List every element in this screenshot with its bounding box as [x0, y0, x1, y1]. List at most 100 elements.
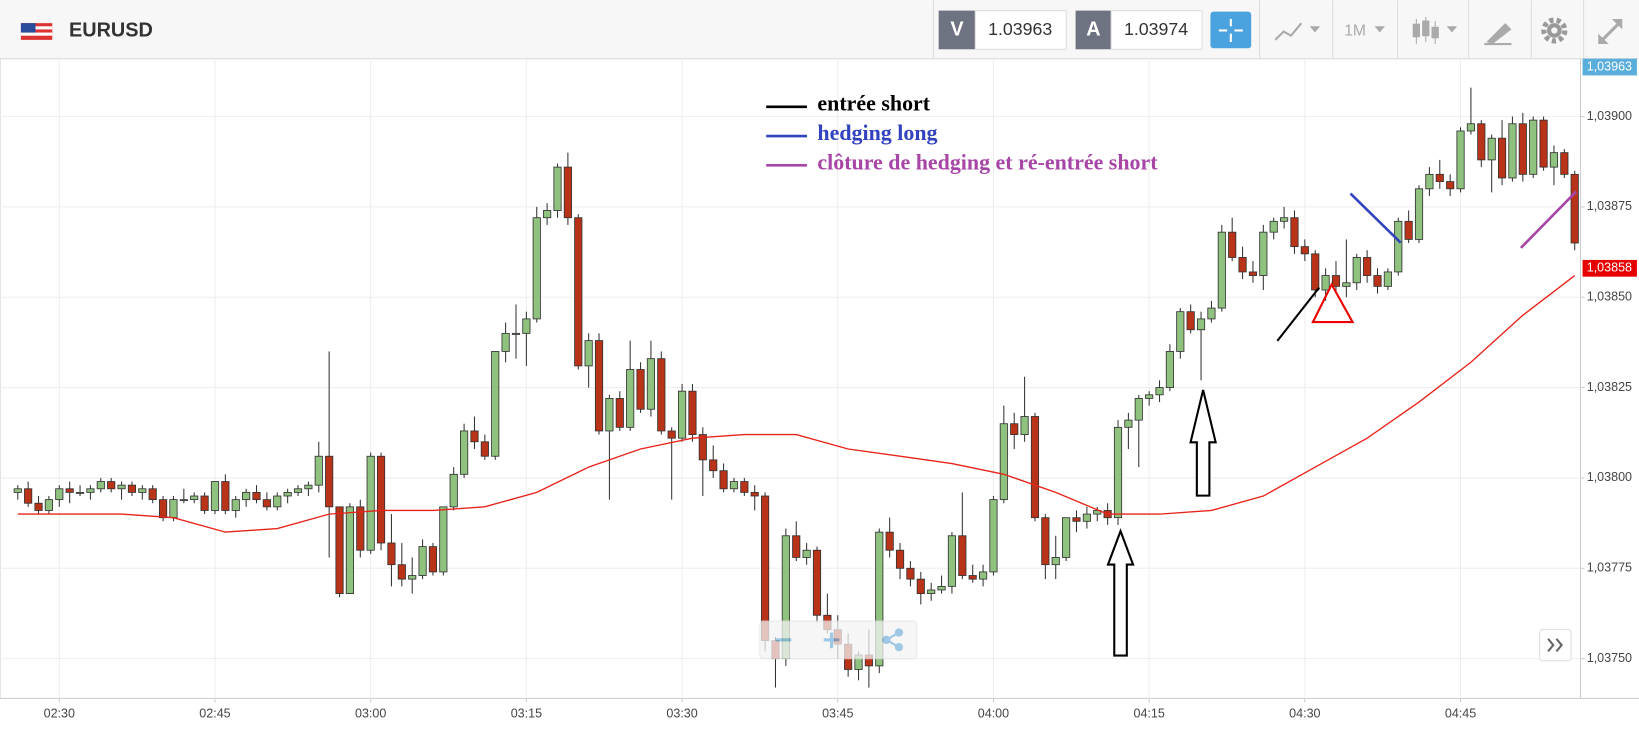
x-tick-label: 03:45 — [822, 706, 853, 720]
candle-body — [989, 499, 998, 573]
candle-body — [1363, 257, 1372, 276]
candle-body — [491, 351, 500, 457]
candle-body — [1414, 188, 1424, 240]
candle-body — [719, 470, 728, 490]
candle-body — [646, 358, 656, 410]
y-tick-label: 1,03900 — [1587, 109, 1632, 123]
candle-body — [1072, 517, 1081, 522]
candle-body — [1549, 152, 1559, 168]
candle-body — [159, 499, 168, 519]
candle-body — [293, 488, 303, 493]
candle-body — [1290, 217, 1299, 248]
candle-body — [802, 549, 811, 558]
candle-body — [958, 535, 967, 576]
candle-body — [1041, 517, 1050, 566]
candle-body — [55, 488, 64, 501]
x-tick-label: 04:00 — [978, 706, 1009, 720]
candle-body — [1321, 275, 1330, 291]
x-tick-label: 04:15 — [1133, 706, 1164, 720]
candle-body — [1487, 137, 1496, 161]
settings-button[interactable] — [1541, 17, 1568, 44]
candle-body — [1508, 123, 1517, 179]
candle-body — [916, 578, 925, 595]
candle-body — [13, 488, 22, 493]
up-arrow — [1106, 528, 1135, 657]
zoom-in[interactable] — [823, 632, 840, 649]
crosshair-button[interactable] — [1210, 11, 1252, 49]
candle-body — [366, 455, 375, 551]
timeframe[interactable]: 1M — [1344, 23, 1366, 40]
legend-label: hedging long — [817, 120, 937, 145]
candle-body — [626, 369, 635, 428]
candle-body — [1062, 517, 1071, 558]
candle-body — [283, 491, 292, 497]
candle-body — [1529, 119, 1538, 175]
candle-body — [574, 217, 583, 367]
candle-body — [335, 506, 344, 595]
candle-body — [325, 455, 334, 508]
candle-body — [1383, 271, 1392, 287]
candle-body — [1228, 231, 1237, 258]
candle-body — [688, 390, 697, 435]
y-tick-label: 1,03825 — [1587, 380, 1632, 394]
x-tick-label: 04:30 — [1289, 706, 1320, 720]
share[interactable] — [882, 628, 904, 652]
price-tag — [1582, 259, 1637, 277]
candle-body — [200, 495, 209, 511]
x-tick-label: 02:45 — [199, 706, 230, 720]
candle-body — [937, 585, 946, 591]
candle-body — [947, 535, 957, 587]
candle-body — [480, 441, 489, 457]
candle-body — [1259, 231, 1268, 276]
candle-body — [999, 423, 1008, 501]
candle-body — [927, 589, 936, 595]
candle-body — [179, 499, 188, 502]
candle-body — [1176, 311, 1185, 352]
candle-body — [1082, 513, 1091, 522]
candle-body — [1518, 123, 1527, 175]
candle-body — [1134, 398, 1143, 421]
candle-body — [1394, 220, 1403, 273]
candle-body — [1560, 152, 1569, 175]
candle-body — [875, 531, 884, 667]
buy-button[interactable] — [1075, 10, 1112, 50]
candle-body — [657, 358, 666, 432]
scroll-right-button[interactable] — [1539, 628, 1572, 662]
candle-body — [1446, 181, 1455, 190]
candle-body — [65, 488, 74, 493]
zoom-controls — [759, 620, 918, 660]
candle-body — [314, 455, 323, 486]
candle-body — [1051, 557, 1060, 566]
x-tick-label: 03:00 — [355, 706, 386, 720]
chart-type-button[interactable] — [1274, 22, 1321, 41]
candle-body — [501, 332, 510, 352]
up-arrow — [1189, 389, 1217, 497]
candle-body — [1155, 387, 1164, 396]
candle-body — [511, 332, 521, 335]
candle-body — [605, 398, 614, 432]
candle-body — [418, 546, 427, 576]
candle-body — [148, 488, 157, 501]
candle-body — [1352, 257, 1361, 284]
candle-body — [1300, 246, 1309, 255]
candle-body — [1207, 307, 1216, 320]
candle-body — [242, 491, 251, 501]
candle-body — [449, 473, 458, 508]
candle-body — [1186, 311, 1195, 331]
candle-body — [304, 484, 313, 490]
candle-body — [231, 499, 240, 511]
sell-button[interactable] — [938, 10, 976, 50]
drawing-tool-button[interactable] — [1484, 23, 1512, 46]
candle-body — [356, 506, 365, 551]
candle-body — [44, 499, 53, 511]
candle-body — [792, 535, 801, 558]
candle-style-button[interactable] — [1412, 16, 1458, 45]
candle-body — [553, 166, 562, 211]
candle-body — [75, 491, 85, 494]
candle-body — [169, 499, 178, 519]
candle-body — [1311, 253, 1320, 291]
candle-body — [439, 506, 448, 573]
candle-body — [522, 318, 531, 334]
candle-body — [1477, 123, 1486, 161]
